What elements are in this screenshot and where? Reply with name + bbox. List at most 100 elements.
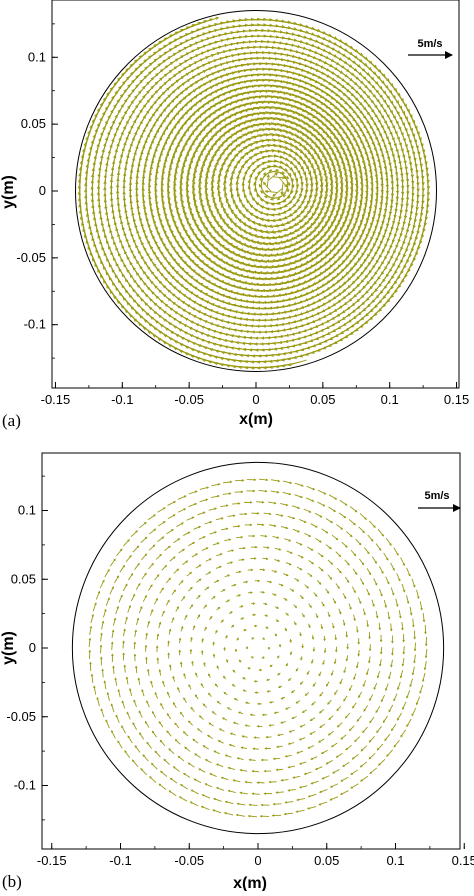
vector-arrow [370, 768, 377, 773]
vector-arrow [317, 502, 324, 506]
vector-arrow [376, 611, 378, 618]
vector-arrow [213, 810, 221, 813]
vector-arrow [102, 621, 104, 629]
vector-arrow [168, 502, 176, 506]
vector-arrow [346, 655, 348, 660]
vector-arrow [340, 679, 342, 684]
vector-arrow [381, 695, 384, 701]
vector-arrow [398, 713, 402, 720]
vector-arrow [363, 680, 366, 686]
vector-arrow [228, 550, 234, 552]
vector-arrow [233, 780, 240, 782]
vector-arrow [229, 612, 232, 614]
vector-arrow [191, 790, 198, 794]
vector-arrow [369, 736, 374, 742]
vector-arrow [145, 646, 147, 652]
vector-arrow [346, 631, 348, 636]
vector-arrow [249, 804, 257, 806]
vector-arrow [302, 644, 304, 647]
vector-arrow [139, 607, 142, 613]
vector-arrow [97, 698, 100, 706]
vector-arrow [152, 731, 156, 737]
vector-arrow [326, 518, 332, 522]
vector-arrow [159, 670, 161, 676]
vector-arrow [266, 736, 271, 738]
vector-arrow [273, 803, 281, 805]
vector-arrow [189, 491, 197, 494]
vector-arrow [259, 669, 262, 671]
vector-arrow [244, 502, 252, 504]
vector-arrow [172, 618, 174, 623]
vector-arrow [158, 537, 164, 542]
vector-arrow [200, 716, 204, 720]
vector-arrow [332, 623, 334, 628]
vector-arrow [164, 759, 170, 764]
vector-arrow [260, 591, 264, 593]
vector-arrow [196, 324, 213, 331]
vector-arrow [344, 696, 347, 701]
vector-arrow [178, 509, 185, 513]
vector-arrow [149, 564, 154, 569]
vector-arrow [128, 606, 131, 613]
vector-arrow [303, 710, 307, 713]
vector-arrow [341, 791, 349, 795]
vector-arrow [337, 706, 341, 710]
vector-arrow [224, 539, 230, 541]
vector-arrow [148, 515, 155, 520]
vector-arrow [149, 545, 155, 550]
vector-arrow [407, 568, 410, 576]
vector-arrow [239, 547, 245, 549]
vector-arrow [320, 724, 325, 727]
vector-arrow [290, 730, 295, 732]
vector-arrow [194, 779, 201, 783]
vector-arrow [305, 585, 309, 588]
reference-vector-a: 5m/s [408, 38, 452, 55]
vector-arrow [370, 694, 373, 700]
vector-arrow [345, 577, 348, 582]
vector-arrow [402, 584, 405, 592]
vector-arrow [275, 712, 279, 714]
vector-arrow [370, 717, 374, 723]
vector-arrow [306, 692, 309, 695]
vector-arrow [114, 576, 118, 583]
vector-arrow [135, 746, 140, 753]
vector-arrow [394, 740, 399, 747]
x-axis-title-b: x(m) [233, 875, 267, 891]
vector-arrow [406, 595, 408, 603]
vector-arrow [112, 731, 116, 739]
vector-arrow [281, 526, 287, 528]
vector-arrow [235, 491, 243, 493]
vector-arrow [135, 630, 137, 637]
vector-arrow [322, 529, 328, 533]
vector-arrow [173, 539, 179, 543]
vector-arrow [311, 659, 313, 663]
panel-label-b: (b) [2, 872, 22, 891]
vector-arrow [209, 693, 212, 696]
vector-arrow [104, 681, 106, 689]
vector-arrow [236, 571, 241, 573]
vector-arrow [164, 546, 170, 550]
vector-arrow [206, 760, 212, 763]
vector-arrow [300, 725, 305, 727]
vector-arrow [384, 553, 388, 560]
vector-arrow [292, 716, 296, 718]
vector-arrow [248, 535, 254, 537]
vector-arrow [379, 659, 381, 666]
vector-arrow [379, 623, 381, 630]
vector-arrow [261, 804, 269, 806]
vector-arrow [255, 692, 258, 694]
x-tick-label: 0.15 [444, 392, 469, 407]
vector-arrow [292, 506, 299, 509]
vector-arrow [346, 745, 352, 749]
vector-arrow [263, 603, 266, 605]
vector-arrow [123, 540, 129, 546]
vector-arrow [269, 525, 276, 527]
vector-arrow [380, 647, 382, 654]
vector-arrow [329, 731, 334, 735]
vector-arrow [162, 611, 164, 616]
vector-arrow [311, 757, 317, 760]
vector-arrow [275, 607, 278, 609]
vector-arrow [125, 751, 130, 758]
